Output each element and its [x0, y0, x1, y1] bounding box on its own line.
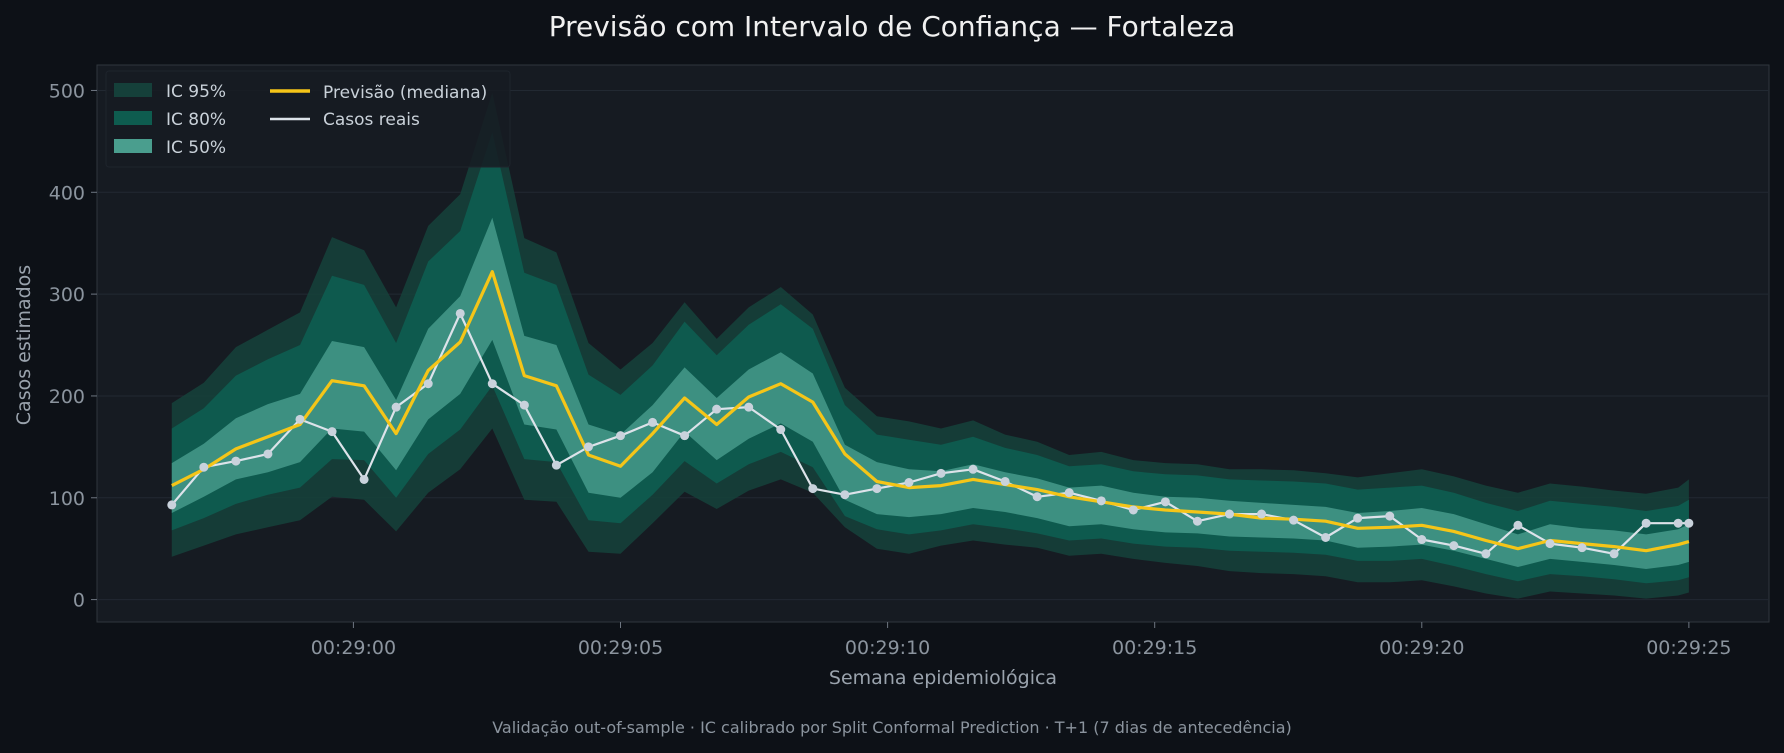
x-axis-ticks: 00:29:00 00:29:05 00:29:10 00:29:15 00:29:20…	[311, 622, 1732, 659]
actual-point	[1385, 511, 1395, 521]
x-tick-label: 00:29:25	[1646, 637, 1731, 659]
actual-point	[423, 379, 433, 389]
actual-point	[487, 379, 497, 389]
actual-point	[1000, 476, 1010, 486]
actual-point	[1684, 518, 1694, 528]
legend-label-median: Previsão (mediana)	[323, 83, 487, 103]
actual-point	[551, 460, 561, 470]
actual-point	[1641, 518, 1651, 528]
actual-point	[583, 442, 593, 452]
y-tick-label: 100	[49, 488, 85, 510]
actual-points	[167, 308, 1694, 559]
chart-footer-note: Validação out-of-sample · IC calibrado p…	[492, 718, 1292, 737]
actual-point	[840, 490, 850, 500]
y-axis-ticks: 0 100 200 300 400 500	[49, 80, 97, 612]
legend-label-ci80: IC 80%	[166, 110, 226, 130]
x-tick-label: 00:29:10	[845, 637, 930, 659]
actual-point	[295, 414, 305, 424]
actual-point	[680, 431, 690, 441]
actual-point	[1673, 518, 1683, 528]
actual-point	[1353, 513, 1363, 523]
actual-point	[1449, 541, 1459, 551]
actual-point	[1257, 509, 1267, 519]
series-line-median	[171, 270, 1690, 553]
actual-point	[359, 474, 369, 484]
x-tick-label: 00:29:05	[578, 637, 663, 659]
actual-point	[1609, 549, 1619, 559]
legend-label-ci50: IC 50%	[166, 138, 226, 158]
actual-point	[1577, 543, 1587, 553]
y-axis-label: Casos estimados	[13, 265, 35, 425]
y-tick-label: 200	[49, 386, 85, 408]
x-axis-label: Semana epidemiológica	[829, 667, 1057, 689]
actual-point	[776, 425, 786, 435]
confidence-bands	[171, 92, 1689, 599]
legend-swatch-ci80	[114, 111, 152, 125]
x-tick-label: 00:29:15	[1112, 637, 1197, 659]
actual-point	[1321, 532, 1331, 542]
x-tick-label: 00:29:20	[1379, 637, 1464, 659]
actual-point	[904, 477, 914, 487]
actual-point	[1128, 505, 1138, 515]
y-tick-label: 0	[73, 590, 85, 612]
y-tick-label: 400	[49, 182, 85, 204]
actual-point	[968, 464, 978, 474]
legend-swatch-ci95	[114, 83, 152, 97]
actual-point	[808, 484, 818, 494]
legend-swatch-ci50	[114, 139, 152, 153]
actual-point	[167, 500, 177, 510]
actual-point	[1096, 496, 1106, 506]
actual-point	[1481, 549, 1491, 559]
actual-point	[1192, 516, 1202, 526]
chart-title: Previsão com Intervalo de Confiança — Fo…	[549, 10, 1236, 43]
band-ci95	[171, 92, 1689, 599]
actual-point	[391, 402, 401, 412]
actual-point	[744, 402, 754, 412]
x-tick-label: 00:29:00	[311, 637, 396, 659]
y-tick-label: 300	[49, 284, 85, 306]
actual-point	[1545, 539, 1555, 549]
band-ci50	[171, 217, 1689, 569]
actual-point	[936, 468, 946, 478]
actual-point	[455, 308, 465, 318]
actual-point	[712, 404, 722, 414]
legend-label-actual: Casos reais	[323, 110, 420, 130]
actual-point	[1417, 535, 1427, 545]
actual-point	[1224, 509, 1234, 519]
actual-point	[1064, 488, 1074, 498]
actual-point	[231, 456, 241, 466]
actual-point	[1032, 492, 1042, 502]
actual-point	[648, 417, 658, 427]
actual-point	[616, 431, 626, 441]
actual-point	[519, 400, 529, 410]
actual-point	[1160, 497, 1170, 507]
actual-point	[1513, 520, 1523, 530]
actual-point	[1289, 515, 1299, 525]
actual-point	[872, 484, 882, 494]
actual-point	[263, 449, 273, 459]
actual-point	[199, 462, 209, 472]
legend: IC 95% IC 80% IC 50% Previsão (mediana) …	[105, 70, 511, 168]
legend-label-ci95: IC 95%	[166, 82, 226, 102]
actual-point	[327, 427, 337, 437]
y-tick-label: 500	[49, 80, 85, 102]
